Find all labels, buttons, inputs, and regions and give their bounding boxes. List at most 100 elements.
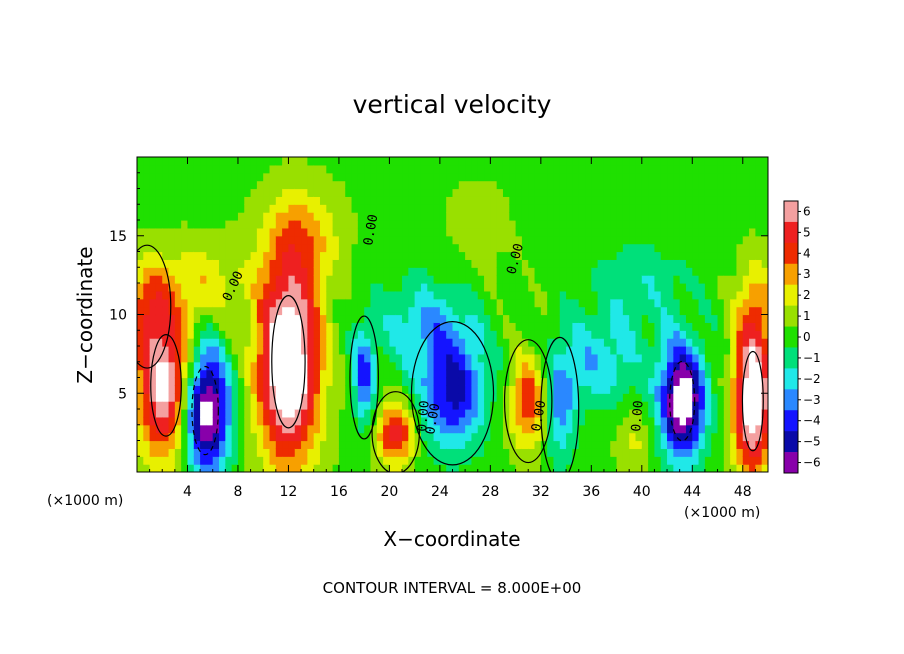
field-cell	[534, 464, 542, 472]
field-cell	[319, 369, 327, 379]
field-cell	[566, 164, 573, 174]
field-cell	[502, 393, 510, 402]
field-cell	[736, 180, 744, 190]
field-cell	[244, 188, 252, 197]
field-cell	[427, 416, 435, 426]
field-cell	[723, 346, 731, 355]
field-cell	[685, 464, 693, 472]
field-cell	[502, 314, 510, 323]
field-cell	[660, 172, 668, 182]
field-cell	[458, 330, 466, 339]
field-cell	[193, 157, 201, 166]
field-cell	[237, 409, 245, 418]
field-cell	[755, 306, 763, 316]
field-cell	[446, 361, 454, 371]
field-cell	[685, 251, 693, 260]
field-cell	[389, 298, 397, 308]
field-cell	[212, 330, 220, 339]
field-cell	[193, 267, 201, 276]
field-cell	[256, 298, 264, 308]
field-cell	[143, 432, 151, 442]
field-cell	[263, 259, 271, 268]
x-tick-label: 12	[280, 484, 298, 500]
field-cell	[730, 448, 738, 457]
field-cell	[591, 204, 599, 213]
field-cell	[591, 432, 599, 442]
field-cell	[244, 172, 252, 182]
field-cell	[288, 330, 296, 339]
field-cell	[345, 196, 353, 205]
field-cell	[471, 409, 479, 418]
field-cell	[294, 393, 302, 402]
field-cell	[313, 188, 321, 197]
field-cell	[622, 220, 630, 229]
contour-interval-note: CONTOUR INTERVAL = 8.000E+00	[323, 579, 582, 597]
field-cell	[313, 306, 321, 316]
field-cell	[603, 338, 611, 347]
field-cell	[162, 314, 170, 323]
field-cell	[427, 235, 435, 245]
field-cell	[730, 377, 738, 386]
field-cell	[723, 361, 731, 371]
field-cell	[685, 440, 693, 449]
field-cell	[471, 393, 479, 402]
field-cell	[193, 416, 201, 426]
field-cell	[723, 369, 731, 379]
field-cell	[357, 456, 365, 465]
field-cell	[698, 314, 706, 323]
field-cell	[528, 251, 536, 260]
field-cell	[326, 275, 334, 284]
field-cell	[629, 346, 637, 355]
field-cell	[225, 377, 233, 386]
field-cell	[509, 409, 517, 418]
field-cell	[704, 409, 712, 418]
field-cell	[692, 212, 700, 221]
field-cell	[616, 432, 624, 442]
field-cell	[471, 322, 479, 331]
field-cell	[244, 369, 252, 379]
field-cell	[181, 448, 189, 457]
field-cell	[345, 314, 353, 323]
field-cell	[572, 401, 580, 410]
field-cell	[559, 243, 567, 253]
field-cell	[698, 440, 706, 449]
field-cell	[484, 314, 491, 323]
field-cell	[256, 290, 264, 300]
field-cell	[181, 393, 189, 402]
field-cell	[591, 157, 599, 166]
field-cell	[282, 243, 290, 253]
field-cell	[698, 275, 706, 284]
field-cell	[408, 409, 416, 418]
field-cell	[263, 377, 271, 386]
field-cell	[648, 188, 656, 197]
field-cell	[332, 227, 340, 237]
field-cell	[231, 235, 239, 245]
y-axis-label: Z−coordinate	[73, 246, 97, 383]
field-cell	[761, 448, 768, 457]
field-cell	[282, 204, 290, 213]
field-cell	[572, 267, 580, 276]
field-cell	[338, 204, 346, 213]
field-cell	[761, 235, 768, 245]
field-cell	[585, 440, 592, 449]
field-cell	[736, 243, 744, 253]
field-cell	[244, 353, 252, 363]
field-cell	[521, 385, 529, 394]
field-cell	[250, 416, 258, 426]
field-cell	[433, 424, 441, 434]
field-cell	[319, 164, 327, 174]
field-cell	[534, 283, 542, 292]
field-cell	[629, 259, 637, 268]
field-cell	[509, 220, 517, 229]
field-cell	[679, 157, 687, 166]
field-cell	[534, 196, 542, 205]
field-cell	[332, 298, 340, 308]
field-cell	[717, 290, 725, 300]
field-cell	[578, 180, 586, 190]
field-cell	[307, 196, 315, 205]
field-cell	[256, 440, 264, 449]
field-cell	[597, 322, 605, 331]
field-cell	[477, 346, 485, 355]
field-cell	[540, 235, 548, 245]
field-cell	[641, 227, 649, 237]
